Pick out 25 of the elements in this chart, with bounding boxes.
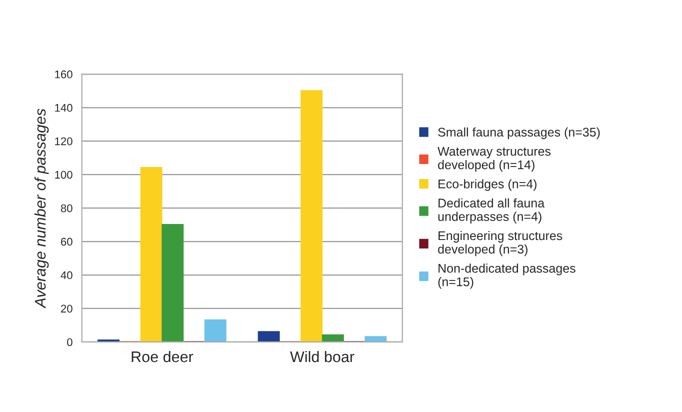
x-tick-label: Roe deer xyxy=(132,350,194,362)
legend-label: Dedicated all fauna underpasses (n=4) xyxy=(438,198,545,224)
bar xyxy=(300,90,323,342)
bar xyxy=(162,224,184,342)
bar xyxy=(140,167,162,342)
y-axis-title: Average number of passages xyxy=(34,108,49,308)
y-tick-label: 0 xyxy=(67,338,72,346)
legend-label: Non-dedicated passages (n=15) xyxy=(438,264,576,289)
y-tick-label: 20 xyxy=(61,304,72,313)
y-tick-label: 100 xyxy=(55,170,72,179)
legend-label: Eco-bridges (n=4) xyxy=(438,179,536,191)
bar xyxy=(322,334,344,342)
y-tick-label: 80 xyxy=(60,204,72,212)
bar xyxy=(364,336,387,342)
legend-label: Waterway structures developed (n=14) xyxy=(438,147,551,172)
bar xyxy=(258,331,280,342)
y-tick-label: 60 xyxy=(61,238,72,246)
y-tick-label: 160 xyxy=(55,70,72,78)
x-tick-label: Wild boar xyxy=(290,350,354,362)
legend-label: Small fauna passages (n=35) xyxy=(438,127,600,140)
bar xyxy=(204,319,226,342)
y-tick-label: 40 xyxy=(60,271,72,280)
legend-label: Engineering structures developed (n=3) xyxy=(438,230,562,256)
y-tick-label: 120 xyxy=(55,137,72,146)
y-tick-label: 140 xyxy=(55,104,72,112)
